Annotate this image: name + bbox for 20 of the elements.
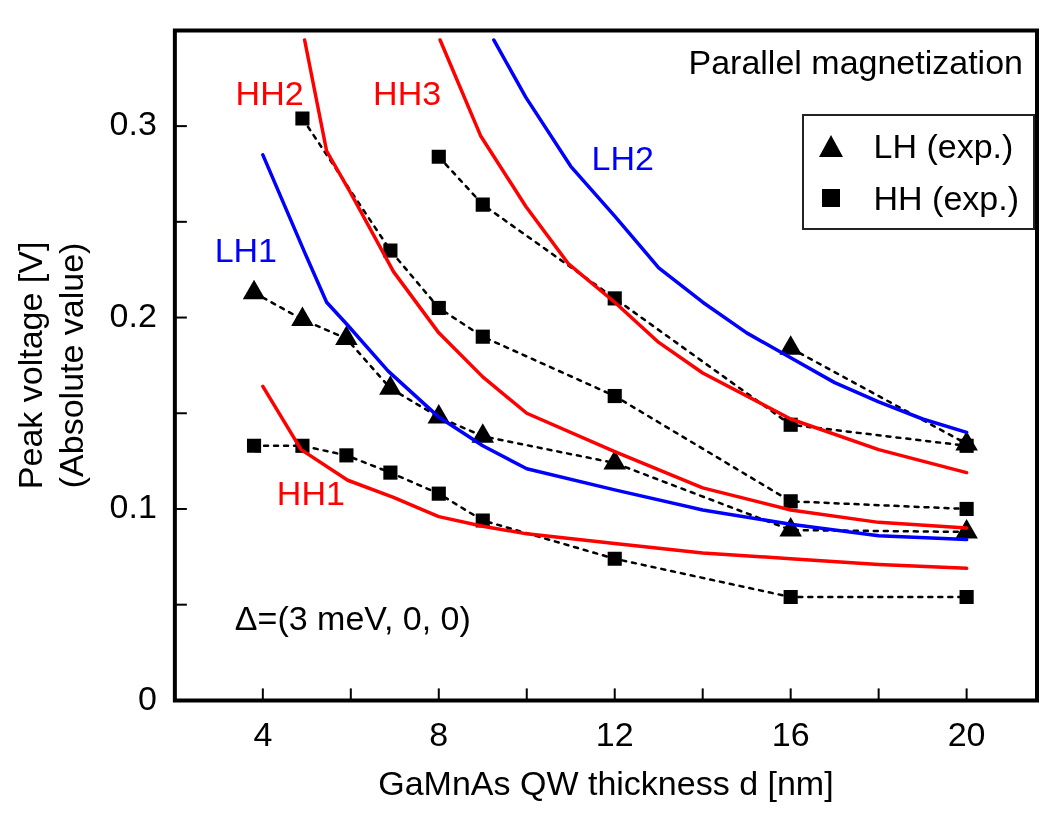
y-axis-title: Peak voltage [V] (Absolute value) bbox=[10, 241, 90, 490]
x-tick-label: 4 bbox=[253, 715, 273, 754]
chart-title: Parallel magnetization bbox=[688, 42, 1023, 81]
series-label: LH1 bbox=[214, 231, 278, 270]
x-tick-label: 8 bbox=[429, 715, 449, 754]
x-tick-label: 20 bbox=[947, 715, 986, 754]
y-tick-label: 0.1 bbox=[109, 487, 157, 526]
annotation: Δ=(3 meV, 0, 0) bbox=[234, 598, 471, 637]
x-tick-label: 12 bbox=[595, 715, 634, 754]
legend-label: LH (exp.) bbox=[873, 126, 1014, 168]
series-label: HH3 bbox=[373, 74, 442, 113]
series-label: LH2 bbox=[591, 139, 654, 178]
legend-label: HH (exp.) bbox=[873, 178, 1019, 220]
y-tick-label: 0.3 bbox=[109, 104, 157, 143]
x-tick-label: 16 bbox=[771, 715, 810, 754]
x-axis-title: GaMnAs QW thickness d [nm] bbox=[378, 763, 834, 802]
series-label: HH1 bbox=[276, 473, 345, 512]
y-tick-label: 0 bbox=[137, 678, 157, 717]
series-label: HH2 bbox=[235, 74, 304, 113]
y-tick-label: 0.2 bbox=[109, 295, 157, 334]
